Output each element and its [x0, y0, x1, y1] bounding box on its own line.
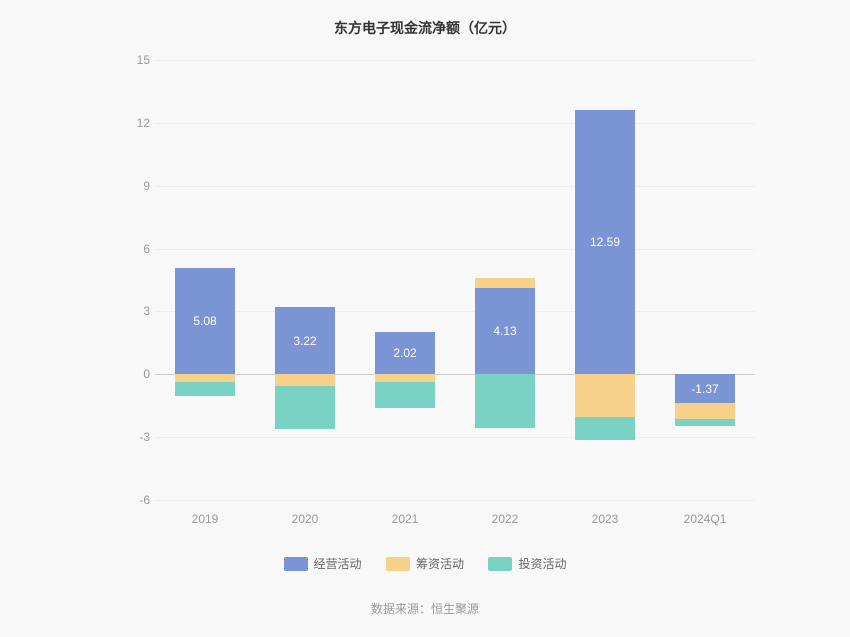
bar-group: 5.08 — [175, 60, 235, 500]
bar-value-label: -1.37 — [675, 382, 735, 396]
legend: 经营活动 筹资活动 投资活动 — [0, 555, 850, 576]
bar-seg-investing[interactable] — [375, 382, 435, 408]
bar-value-label: 5.08 — [175, 314, 235, 328]
legend-swatch-investing — [488, 557, 512, 571]
y-tick-label: -3 — [139, 430, 150, 444]
bar-value-label: 2.02 — [375, 346, 435, 360]
legend-label-investing: 投资活动 — [518, 555, 566, 572]
grid-line — [155, 186, 755, 187]
bar-value-label: 4.13 — [475, 324, 535, 338]
axis-zero-line — [155, 374, 755, 375]
bar-seg-financing[interactable] — [575, 374, 635, 417]
y-tick-label: 6 — [143, 242, 150, 256]
grid-line — [155, 123, 755, 124]
legend-swatch-financing — [386, 557, 410, 571]
bar-seg-financing[interactable] — [375, 374, 435, 381]
data-source: 数据来源：恒生聚源 — [0, 600, 850, 617]
x-tick-label: 2019 — [192, 512, 219, 526]
y-tick-label: 9 — [143, 179, 150, 193]
x-tick-label: 2023 — [592, 512, 619, 526]
bar-seg-financing[interactable] — [175, 374, 235, 381]
y-tick-label: 3 — [143, 304, 150, 318]
bar-seg-financing[interactable] — [675, 403, 735, 419]
x-tick-label: 2021 — [392, 512, 419, 526]
bar-value-label: 3.22 — [275, 334, 335, 348]
bar-seg-financing[interactable] — [475, 278, 535, 287]
legend-item-operating[interactable]: 经营活动 — [284, 555, 362, 572]
bar-seg-investing[interactable] — [175, 382, 235, 397]
plot-area: -6-3036912155.0820193.2220202.0220214.13… — [155, 60, 755, 500]
bar-seg-investing[interactable] — [575, 417, 635, 440]
grid-line — [155, 311, 755, 312]
legend-item-financing[interactable]: 筹资活动 — [386, 555, 464, 572]
bar-seg-investing[interactable] — [475, 374, 535, 427]
bar-group: 2.02 — [375, 60, 435, 500]
bar-value-label: 12.59 — [575, 235, 635, 249]
y-tick-label: 15 — [137, 53, 150, 67]
y-tick-label: 0 — [143, 367, 150, 381]
bar-seg-financing[interactable] — [275, 374, 335, 386]
bar-group: -1.37 — [675, 60, 735, 500]
bar-group: 3.22 — [275, 60, 335, 500]
chart-title: 东方电子现金流净额（亿元） — [0, 0, 850, 38]
bar-seg-investing[interactable] — [275, 386, 335, 429]
x-tick-label: 2020 — [292, 512, 319, 526]
grid-line — [155, 249, 755, 250]
y-tick-label: -6 — [139, 493, 150, 507]
grid-line — [155, 60, 755, 61]
bar-group: 4.13 — [475, 60, 535, 500]
legend-swatch-operating — [284, 557, 308, 571]
legend-label-operating: 经营活动 — [314, 555, 362, 572]
bar-group: 12.59 — [575, 60, 635, 500]
legend-label-financing: 筹资活动 — [416, 555, 464, 572]
grid-line — [155, 500, 755, 501]
bar-seg-investing[interactable] — [675, 419, 735, 426]
grid-line — [155, 437, 755, 438]
x-tick-label: 2024Q1 — [684, 512, 727, 526]
x-tick-label: 2022 — [492, 512, 519, 526]
legend-item-investing[interactable]: 投资活动 — [488, 555, 566, 572]
y-tick-label: 12 — [137, 116, 150, 130]
cash-flow-chart: 东方电子现金流净额（亿元） -6-3036912155.0820193.2220… — [0, 0, 850, 637]
